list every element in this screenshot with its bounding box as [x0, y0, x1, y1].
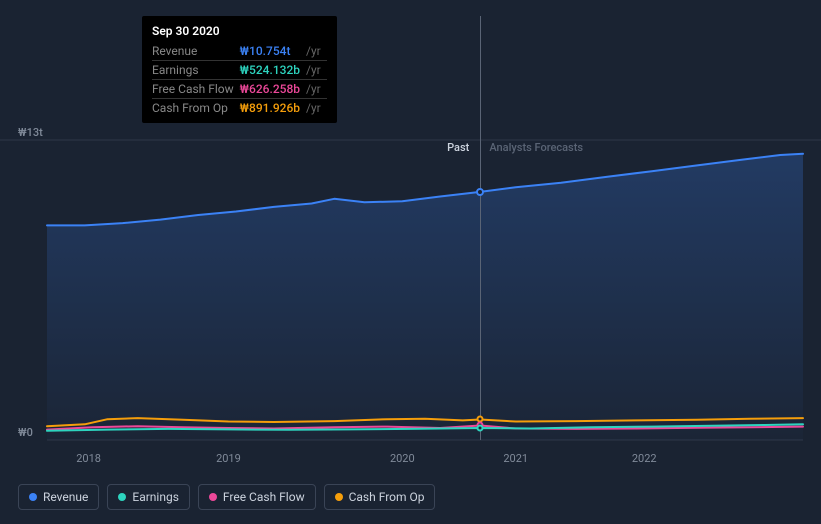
- legend-label: Earnings: [132, 490, 179, 504]
- tooltip-row: Revenue₩10.754t/yr: [152, 42, 327, 61]
- hover-marker-earnings: [477, 425, 484, 432]
- tooltip-date: Sep 30 2020: [152, 22, 327, 42]
- chart-legend: Revenue Earnings Free Cash Flow Cash From O…: [18, 484, 435, 510]
- hover-marker-revenue: [476, 188, 484, 196]
- tooltip-row-unit: /yr: [306, 80, 327, 99]
- tooltip-row-unit: /yr: [306, 61, 327, 80]
- past-region-label: Past: [447, 141, 469, 154]
- legend-swatch: [29, 493, 37, 501]
- legend-toggle-revenue[interactable]: Revenue: [18, 484, 99, 510]
- chart-plot-area[interactable]: [0, 0, 821, 524]
- x-axis-tick: 2020: [390, 452, 415, 465]
- tooltip-row-label: Revenue: [152, 42, 240, 61]
- chart-crosshair: [480, 16, 481, 440]
- tooltip-row-value: ₩524.132b: [240, 61, 306, 80]
- legend-swatch: [118, 493, 126, 501]
- legend-label: Free Cash Flow: [223, 490, 305, 504]
- tooltip-row-label: Earnings: [152, 61, 240, 80]
- legend-toggle-cfo[interactable]: Cash From Op: [324, 484, 436, 510]
- legend-label: Cash From Op: [349, 490, 425, 504]
- finance-chart: Sep 30 2020 Revenue₩10.754t/yrEarnings₩5…: [0, 0, 821, 524]
- x-axis-tick: 2018: [76, 452, 101, 465]
- tooltip-row: Free Cash Flow₩626.258b/yr: [152, 80, 327, 99]
- tooltip-row: Earnings₩524.132b/yr: [152, 61, 327, 80]
- tooltip-table: Revenue₩10.754t/yrEarnings₩524.132b/yrFr…: [152, 42, 327, 117]
- tooltip-row-unit: /yr: [306, 99, 327, 118]
- x-axis-tick: 2022: [632, 452, 657, 465]
- tooltip-row-value: ₩891.926b: [240, 99, 306, 118]
- legend-toggle-fcf[interactable]: Free Cash Flow: [198, 484, 316, 510]
- tooltip-row-label: Cash From Op: [152, 99, 240, 118]
- legend-swatch: [209, 493, 217, 501]
- legend-label: Revenue: [43, 490, 88, 504]
- legend-swatch: [335, 493, 343, 501]
- tooltip-row-value: ₩626.258b: [240, 80, 306, 99]
- legend-toggle-earnings[interactable]: Earnings: [107, 484, 190, 510]
- tooltip-row: Cash From Op₩891.926b/yr: [152, 99, 327, 118]
- tooltip-row-label: Free Cash Flow: [152, 80, 240, 99]
- chart-tooltip: Sep 30 2020 Revenue₩10.754t/yrEarnings₩5…: [142, 16, 337, 123]
- tooltip-row-value: ₩10.754t: [240, 42, 306, 61]
- x-axis-tick: 2021: [503, 452, 528, 465]
- forecast-region-label: Analysts Forecasts: [489, 141, 583, 154]
- x-axis-tick: 2019: [216, 452, 241, 465]
- tooltip-row-unit: /yr: [306, 42, 327, 61]
